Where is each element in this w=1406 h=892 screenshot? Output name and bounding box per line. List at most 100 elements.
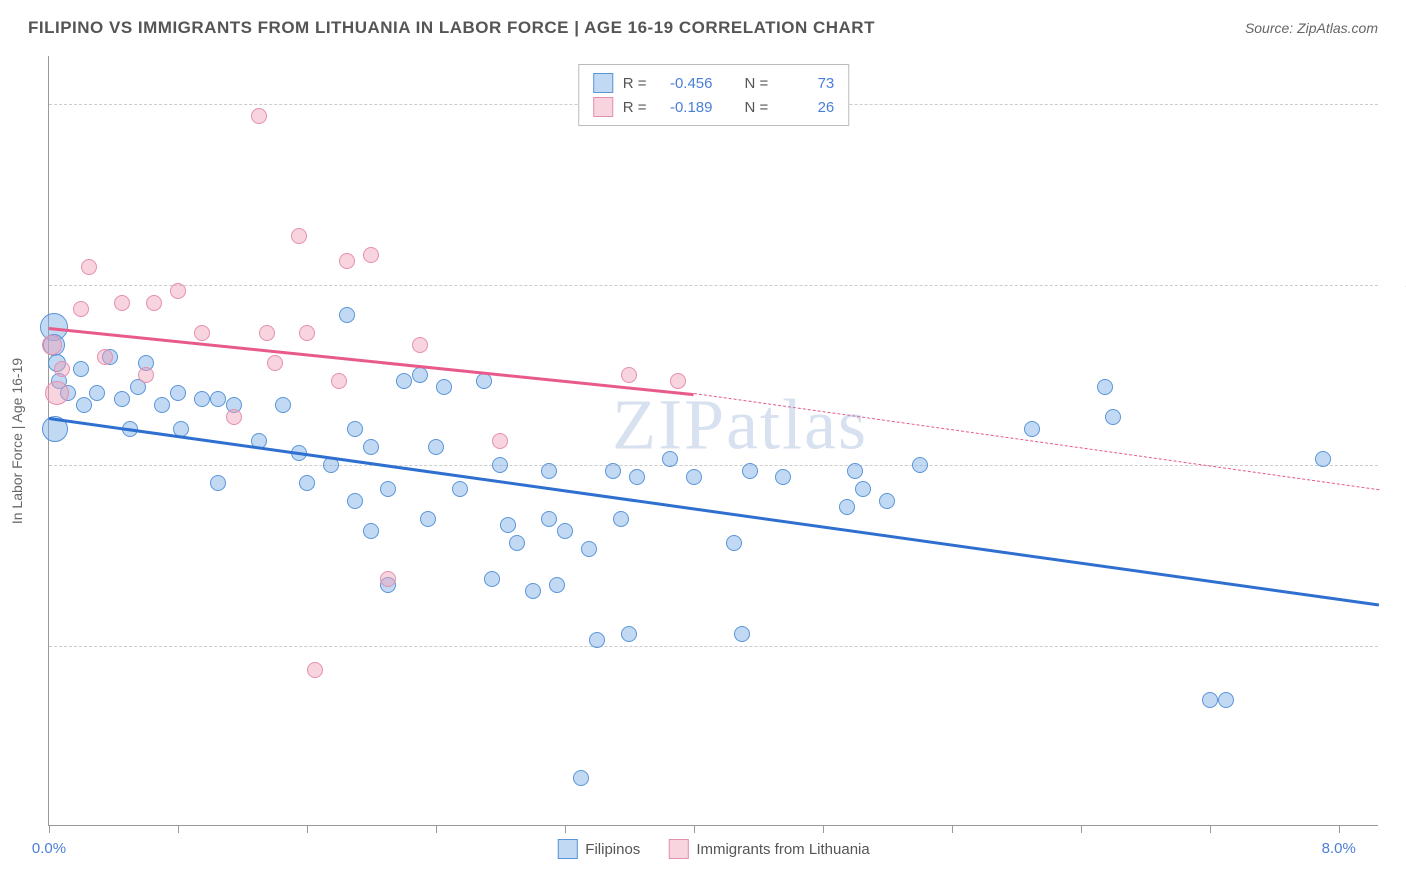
data-point: [331, 373, 347, 389]
data-point: [484, 571, 500, 587]
data-point: [500, 517, 516, 533]
gridline: [49, 646, 1378, 647]
data-point: [380, 481, 396, 497]
stats-row-1: R = -0.456 N = 73: [593, 71, 835, 95]
n-value-2: 26: [778, 99, 834, 116]
data-point: [170, 283, 186, 299]
legend-label: Immigrants from Lithuania: [696, 841, 869, 858]
data-point: [420, 511, 436, 527]
data-point: [194, 391, 210, 407]
xtick-label: 0.0%: [32, 840, 66, 857]
data-point: [210, 475, 226, 491]
plot-area: 15.0%30.0%45.0%60.0%0.0%8.0%: [49, 56, 1378, 825]
data-point: [81, 259, 97, 275]
ytick-label: 30.0%: [1388, 457, 1406, 474]
data-point: [573, 770, 589, 786]
data-point: [1218, 692, 1234, 708]
chart-area: In Labor Force | Age 16-19 15.0%30.0%45.…: [48, 56, 1378, 826]
data-point: [541, 463, 557, 479]
bottom-legend: Filipinos Immigrants from Lithuania: [557, 839, 869, 859]
data-point: [291, 228, 307, 244]
data-point: [97, 349, 113, 365]
data-point: [396, 373, 412, 389]
data-point: [170, 385, 186, 401]
swatch-filipinos: [593, 73, 613, 93]
r-label: R =: [623, 99, 647, 116]
data-point: [847, 463, 863, 479]
data-point: [1097, 379, 1113, 395]
data-point: [194, 325, 210, 341]
r-value-2: -0.189: [657, 99, 713, 116]
data-point: [73, 361, 89, 377]
data-point: [347, 493, 363, 509]
xtick-label: 8.0%: [1322, 840, 1356, 857]
legend-item-filipinos: Filipinos: [557, 839, 640, 859]
r-value-1: -0.456: [657, 75, 713, 92]
source-attribution: Source: ZipAtlas.com: [1245, 20, 1378, 36]
n-value-1: 73: [778, 75, 834, 92]
y-axis-label: In Labor Force | Age 16-19: [9, 357, 25, 523]
trend-line: [694, 393, 1379, 490]
xtick: [307, 825, 308, 833]
data-point: [742, 463, 758, 479]
data-point: [581, 541, 597, 557]
data-point: [412, 337, 428, 353]
data-point: [89, 385, 105, 401]
data-point: [226, 409, 242, 425]
data-point: [839, 499, 855, 515]
data-point: [54, 361, 70, 377]
stats-box: R = -0.456 N = 73 R = -0.189 N = 26: [578, 64, 850, 126]
data-point: [73, 301, 89, 317]
data-point: [363, 247, 379, 263]
data-point: [605, 463, 621, 479]
swatch-lithuania: [668, 839, 688, 859]
data-point: [114, 295, 130, 311]
gridline: [49, 465, 1378, 466]
data-point: [525, 583, 541, 599]
xtick: [178, 825, 179, 833]
data-point: [734, 626, 750, 642]
ytick-label: 15.0%: [1388, 637, 1406, 654]
swatch-filipinos: [557, 839, 577, 859]
xtick: [49, 825, 50, 833]
data-point: [210, 391, 226, 407]
ytick-label: 45.0%: [1388, 276, 1406, 293]
data-point: [76, 397, 92, 413]
xtick: [823, 825, 824, 833]
data-point: [138, 367, 154, 383]
data-point: [42, 335, 62, 355]
data-point: [855, 481, 871, 497]
chart-title: FILIPINO VS IMMIGRANTS FROM LITHUANIA IN…: [28, 18, 875, 38]
data-point: [114, 391, 130, 407]
xtick: [1339, 825, 1340, 833]
data-point: [428, 439, 444, 455]
data-point: [549, 577, 565, 593]
data-point: [347, 421, 363, 437]
data-point: [509, 535, 525, 551]
xtick: [694, 825, 695, 833]
legend-item-lithuania: Immigrants from Lithuania: [668, 839, 869, 859]
data-point: [662, 451, 678, 467]
data-point: [339, 307, 355, 323]
gridline: [49, 285, 1378, 286]
data-point: [492, 433, 508, 449]
data-point: [436, 379, 452, 395]
data-point: [146, 295, 162, 311]
data-point: [589, 632, 605, 648]
n-label: N =: [745, 99, 769, 116]
data-point: [299, 475, 315, 491]
data-point: [452, 481, 468, 497]
xtick: [565, 825, 566, 833]
data-point: [1202, 692, 1218, 708]
data-point: [363, 439, 379, 455]
data-point: [492, 457, 508, 473]
r-label: R =: [623, 75, 647, 92]
stats-row-2: R = -0.189 N = 26: [593, 95, 835, 119]
data-point: [363, 523, 379, 539]
legend-label: Filipinos: [585, 841, 640, 858]
n-label: N =: [745, 75, 769, 92]
ytick-label: 60.0%: [1388, 96, 1406, 113]
data-point: [299, 325, 315, 341]
chart-header: FILIPINO VS IMMIGRANTS FROM LITHUANIA IN…: [0, 0, 1406, 50]
swatch-lithuania: [593, 97, 613, 117]
